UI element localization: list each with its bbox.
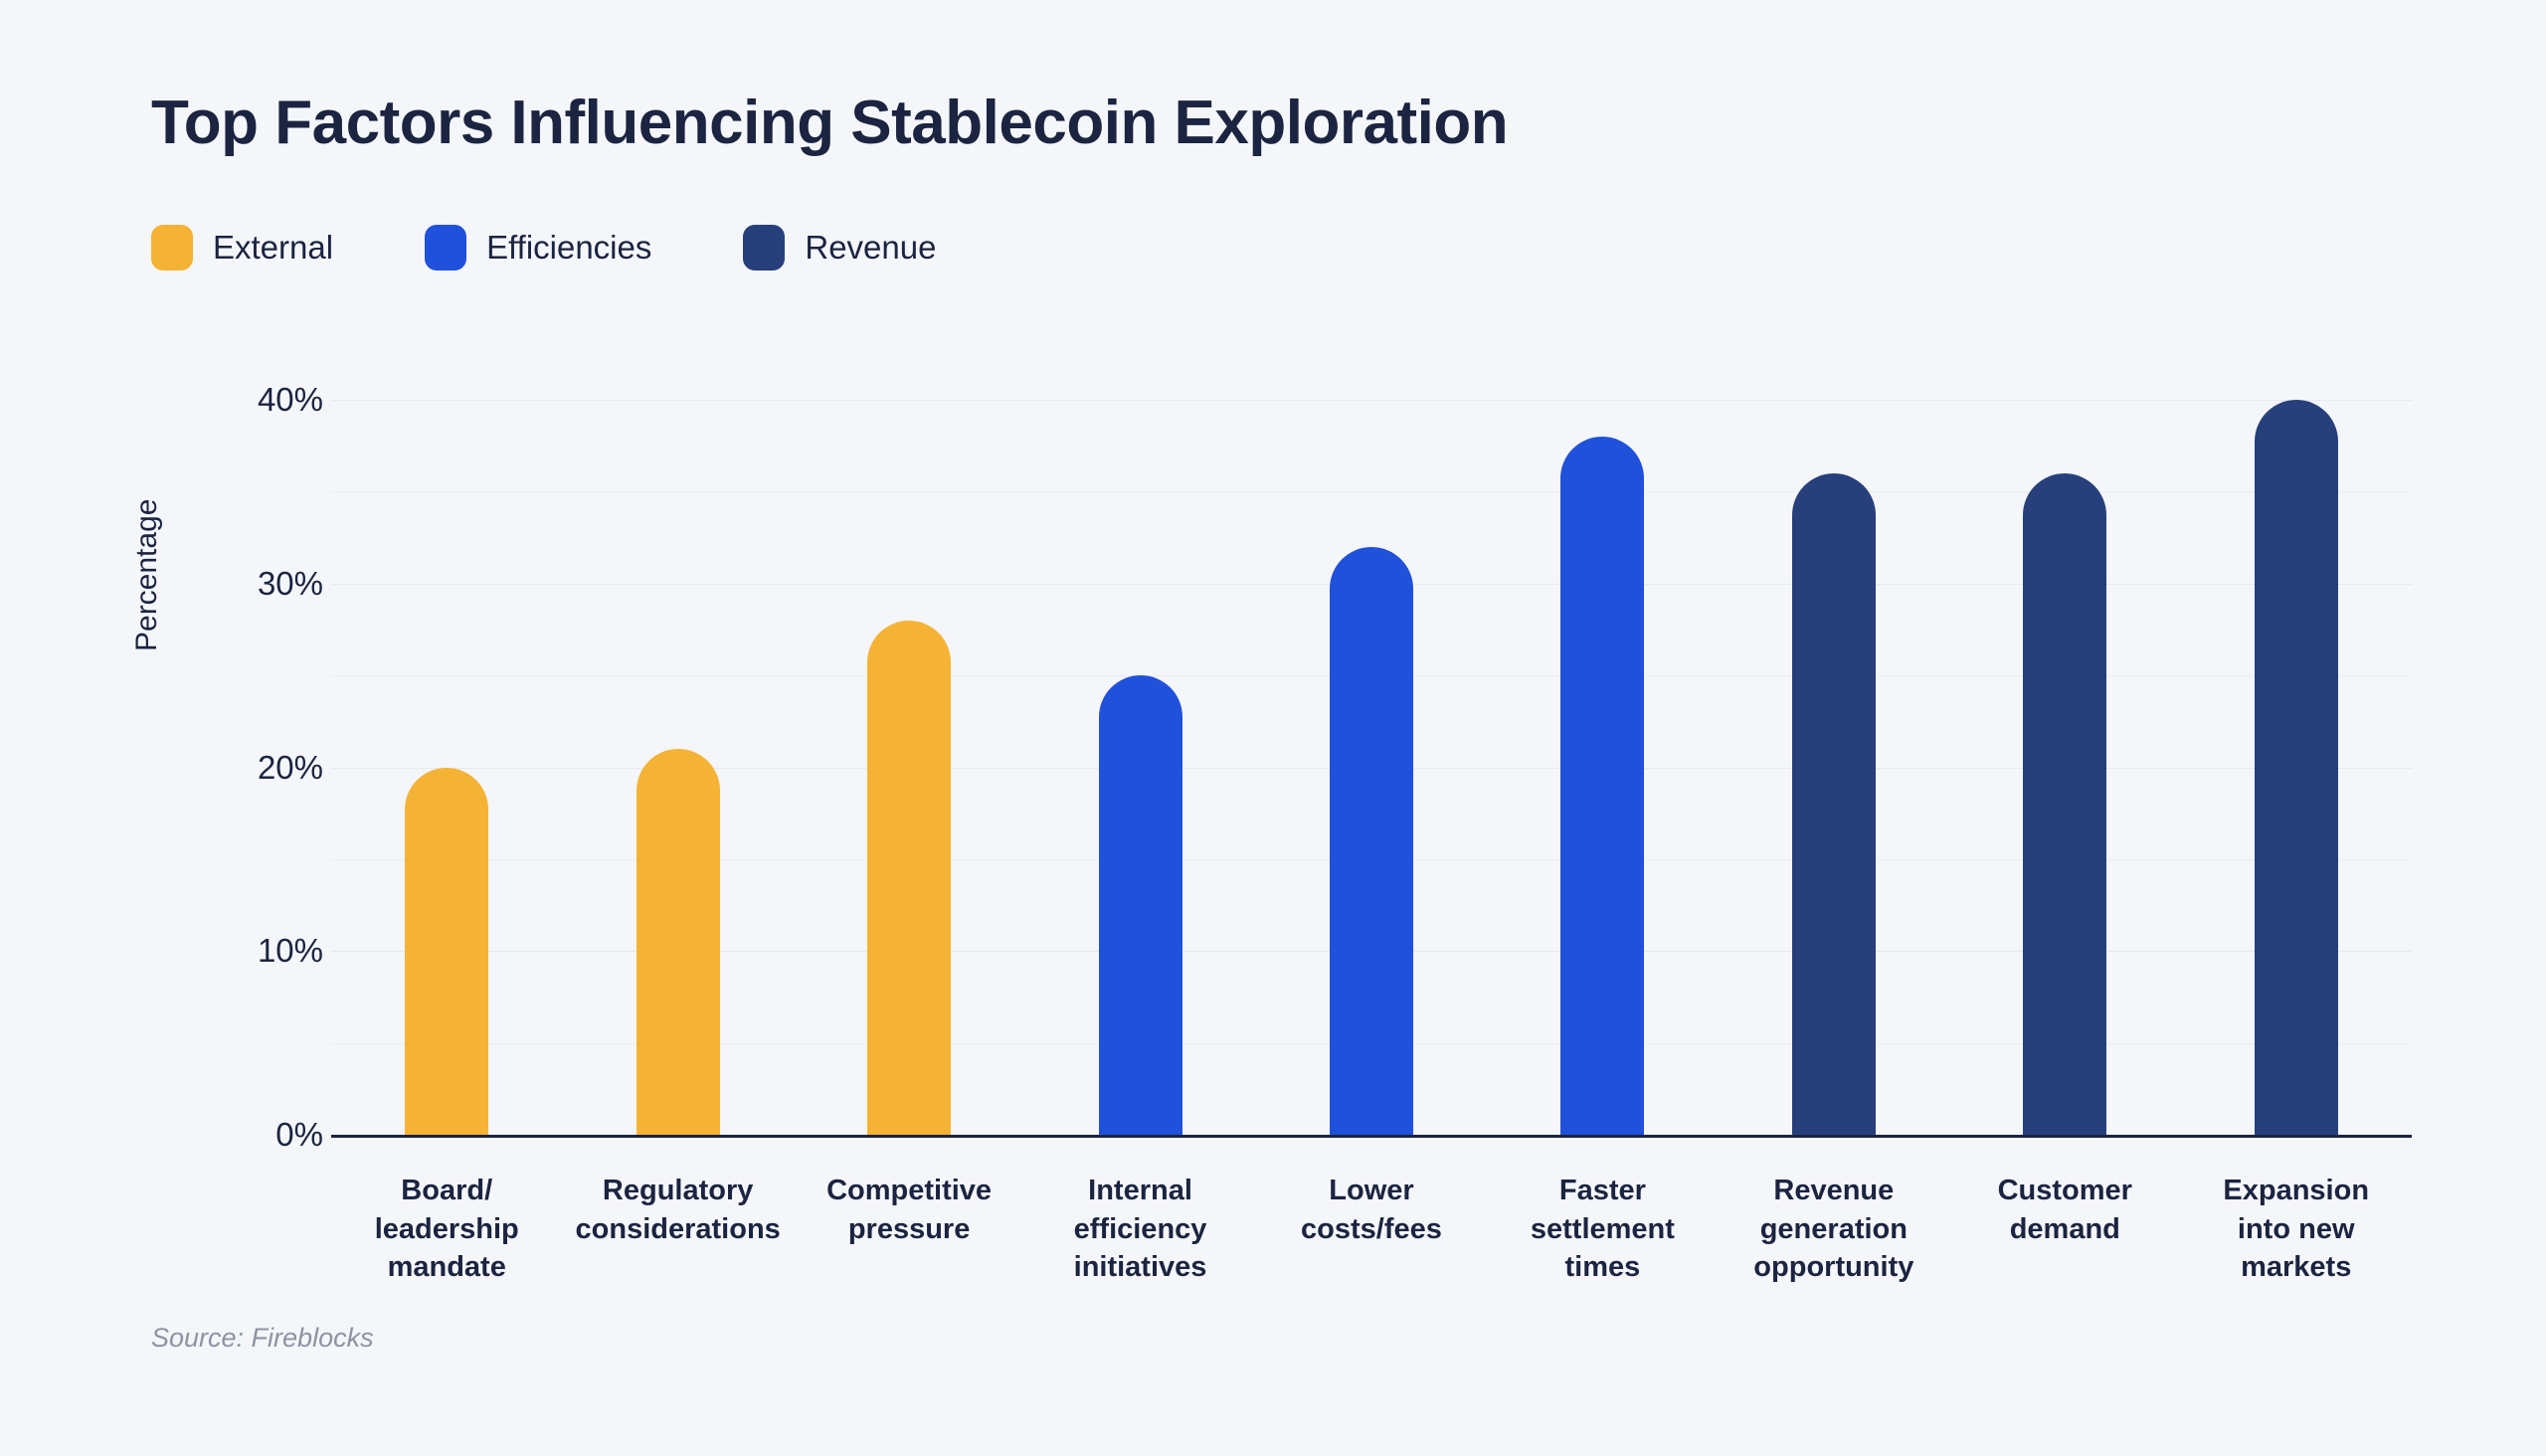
x-tick-label: Revenue generation opportunity <box>1753 1175 1914 1284</box>
page-title: Top Factors Influencing Stablecoin Explo… <box>151 89 1509 157</box>
bar-slot <box>1024 400 1255 1135</box>
bar-slot <box>2181 400 2412 1135</box>
bar[interactable] <box>1329 546 1413 1135</box>
chart-legend: External Efficiencies Revenue <box>151 225 1027 271</box>
bar-slot <box>1719 400 1949 1135</box>
x-tick-label: Board/ leadership mandate <box>374 1175 519 1284</box>
gridline-minor <box>331 491 2412 493</box>
legend-swatch-external-icon <box>151 225 193 271</box>
legend-item-revenue[interactable]: Revenue <box>743 225 936 271</box>
bar[interactable] <box>405 767 489 1135</box>
bar-slot <box>1949 400 2180 1135</box>
bar[interactable] <box>1560 436 1645 1135</box>
legend-label-revenue: Revenue <box>805 229 937 266</box>
x-tick-label: Lower costs/fees <box>1301 1175 1442 1245</box>
bar-series <box>331 400 2412 1135</box>
x-tick-label: Internal efficiency initiatives <box>1073 1175 1207 1284</box>
x-label-slot: Regulatory considerations <box>562 1172 793 1287</box>
legend-swatch-revenue-icon <box>743 225 786 271</box>
bar[interactable] <box>636 749 720 1135</box>
x-axis-line <box>331 1135 2412 1138</box>
bar[interactable] <box>1791 472 1876 1135</box>
bar-slot <box>1256 400 1487 1135</box>
bar[interactable] <box>1098 675 1182 1135</box>
y-tick-label: 30% <box>257 564 323 602</box>
x-tick-label: Regulatory considerations <box>575 1175 781 1245</box>
x-label-slot: Expansion into new markets <box>2181 1172 2412 1287</box>
legend-label-efficiencies: Efficiencies <box>486 229 652 266</box>
y-tick-label: 0% <box>275 1116 323 1153</box>
y-tick-label: 20% <box>257 748 323 786</box>
gridline-major <box>331 400 2412 401</box>
x-label-slot: Internal efficiency initiatives <box>1024 1172 1255 1287</box>
x-label-slot: Lower costs/fees <box>1256 1172 1487 1287</box>
x-label-slot: Board/ leadership mandate <box>331 1172 562 1287</box>
legend-item-external[interactable]: External <box>151 225 333 271</box>
legend-label-external: External <box>213 229 334 266</box>
x-label-slot: Revenue generation opportunity <box>1719 1172 1949 1287</box>
source-note: Source: Fireblocks <box>151 1323 374 1353</box>
legend-swatch-efficiencies-icon <box>425 225 467 271</box>
y-tick-label: 40% <box>257 381 323 418</box>
bar[interactable] <box>2023 472 2107 1135</box>
x-axis-labels: Board/ leadership mandate Regulatory cons… <box>331 1172 2412 1287</box>
y-tick-label: 10% <box>257 932 323 970</box>
x-label-slot: Competitive pressure <box>794 1172 1024 1287</box>
x-tick-label: Expansion into new markets <box>2223 1175 2370 1284</box>
bar[interactable] <box>2254 400 2338 1135</box>
bar-slot <box>1487 400 1718 1135</box>
bar-slot <box>794 400 1024 1135</box>
x-tick-label: Faster settlement times <box>1530 1175 1675 1284</box>
bar-slot <box>331 400 562 1135</box>
x-tick-label: Competitive pressure <box>826 1175 993 1245</box>
x-tick-label: Customer demand <box>1997 1175 2132 1245</box>
x-label-slot: Customer demand <box>1949 1172 2180 1287</box>
x-label-slot: Faster settlement times <box>1487 1172 1718 1287</box>
bar[interactable] <box>867 620 952 1135</box>
bar-slot <box>562 400 793 1135</box>
legend-item-efficiencies[interactable]: Efficiencies <box>425 225 651 271</box>
